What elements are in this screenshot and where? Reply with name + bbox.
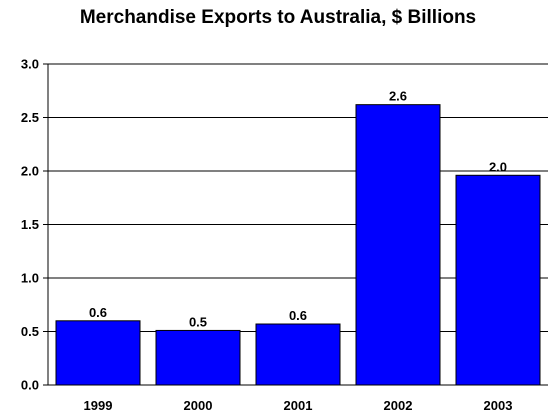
x-tick-label-2000: 2000 (184, 398, 213, 413)
x-tick-label-2002: 2002 (384, 398, 413, 413)
data-label-2000: 0.5 (189, 314, 207, 329)
y-tick-label-1: 0.5 (21, 324, 39, 339)
bar-1999 (55, 320, 141, 386)
chart-title: Merchandise Exports to Australia, $ Bill… (79, 7, 477, 28)
bar-2002 (355, 104, 441, 386)
bars (55, 104, 541, 386)
labels: 0.0 0.5 1.0 1.5 2.0 2.5 3.0 0.6 1999 0.5 2000 0.6 20… (21, 57, 513, 414)
y-tick-label-4: 2.0 (21, 164, 39, 179)
y-tick-label-0: 0.0 (21, 378, 39, 393)
bar-2001 (255, 323, 341, 386)
y-tick-label-6: 3.0 (21, 57, 39, 72)
x-tick-label-1999: 1999 (84, 398, 113, 413)
data-label-2002: 2.6 (389, 89, 407, 104)
data-label-2003: 2.0 (489, 159, 507, 174)
bar-2000 (155, 329, 241, 386)
x-tick-label-2001: 2001 (284, 398, 313, 413)
data-label-2001: 0.6 (289, 308, 307, 323)
x-tick-label-2003: 2003 (484, 398, 513, 413)
axes (43, 63, 548, 386)
y-tick-label-3: 1.5 (21, 217, 39, 232)
y-tick-label-5: 2.5 (21, 110, 39, 125)
data-label-1999: 0.6 (89, 305, 107, 320)
bar-2003 (455, 174, 541, 386)
y-tick-label-2: 1.0 (21, 271, 39, 286)
